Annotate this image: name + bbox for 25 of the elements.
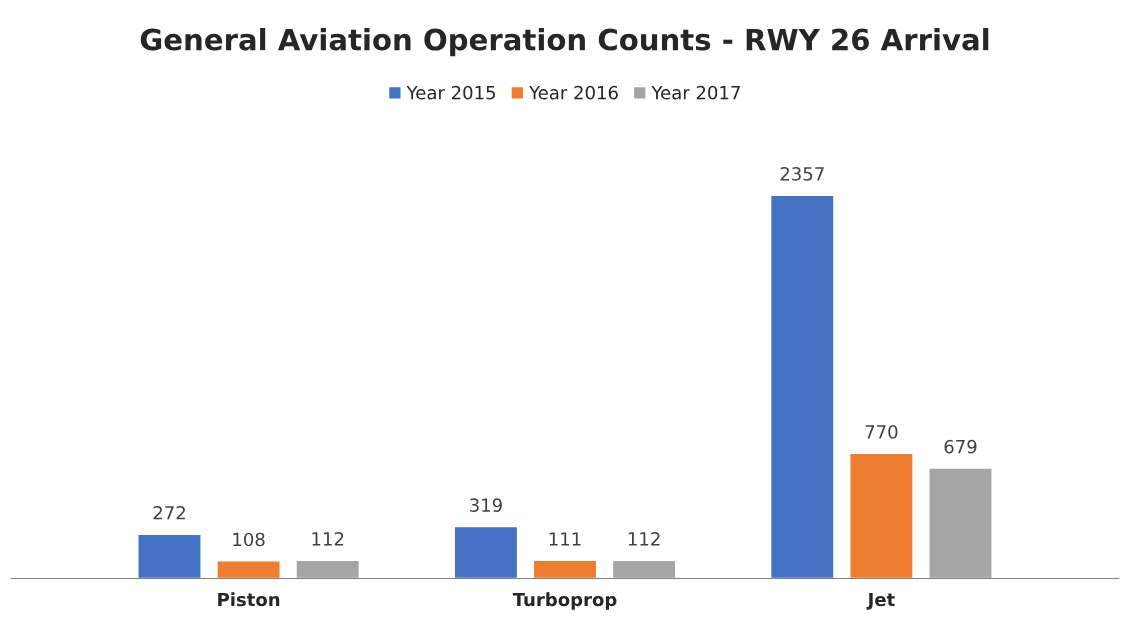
bar [453,525,519,579]
bar [216,560,281,579]
data-label: 679 [944,439,977,454]
data-label: 770 [865,425,898,439]
legend-label: Year 2015 [406,85,495,100]
bar [769,194,835,579]
legend-label: Year 2016 [529,85,618,100]
data-label: 272 [153,505,185,520]
bar [928,467,993,579]
data-label: 112 [628,531,660,546]
data-label: 111 [549,532,581,546]
data-label: 319 [470,498,502,512]
bar [137,533,202,579]
x-tick-label: Piston [218,592,280,607]
legend-label: Year 2017 [651,85,740,100]
x-tick-label: Turboprop [512,592,617,610]
bar [849,452,914,579]
bar [295,559,361,579]
chart-title: General Aviation Operation Counts - RWY 26 Arrival [140,27,989,57]
x-tick-label: Jet [866,592,895,610]
data-label: 112 [312,531,344,546]
bar [532,559,598,579]
data-label: 2357 [780,167,824,181]
bar [611,559,677,579]
data-label: 108 [233,532,265,547]
